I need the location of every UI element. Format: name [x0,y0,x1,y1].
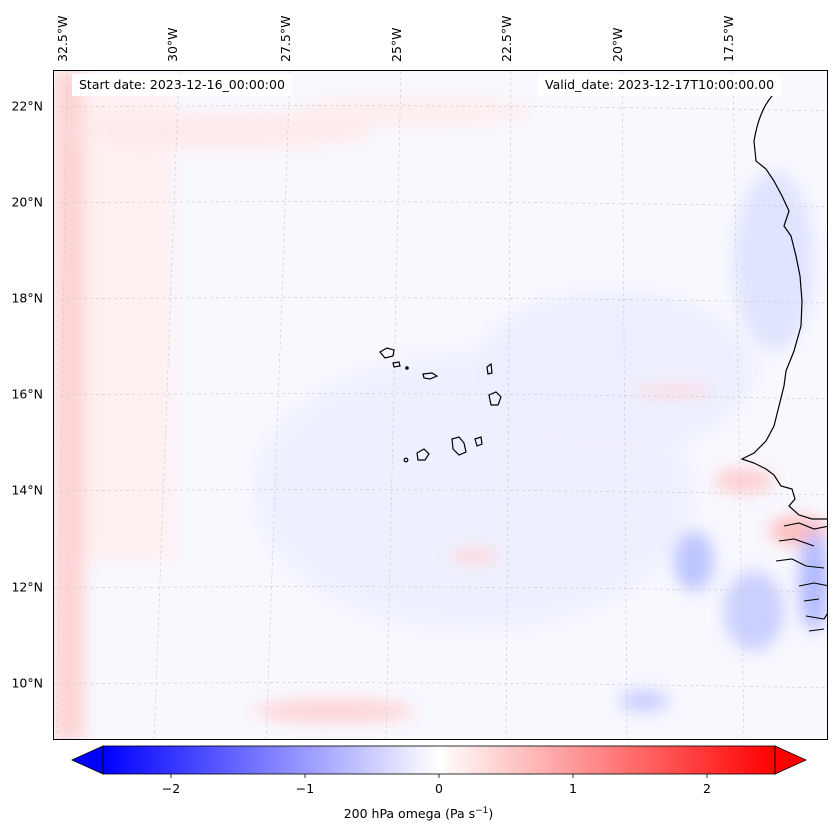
colorbar-max-extend [774,745,807,775]
coastline [740,95,827,520]
lon-label: 20°W [610,27,625,62]
omega-field [54,71,827,739]
colorbar-title: 200 hPa omega (Pa s−1) [0,806,837,821]
colorbar-title-text: 200 hPa omega (Pa s [343,806,476,822]
colorbar-tick-label: 1 [569,781,577,796]
gridlines [54,71,827,739]
colorbar [71,745,807,778]
colorbar-ticks [170,774,708,778]
valid-date-label: Valid_date: 2023-12-17T10:00:00.00 [538,74,782,96]
lon-label: 17.5°W [721,15,736,62]
lat-label: 22°N [11,98,43,114]
map-panel [53,70,828,740]
lon-label: 22.5°W [499,15,514,62]
coastline-south [775,522,827,632]
start-date-label: Start date: 2023-12-16_00:00:00 [72,74,292,96]
lon-label: 25°W [389,27,404,62]
cape-verde-islands [379,347,502,463]
lon-label: 27.5°W [278,15,293,62]
colorbar-title-end: ) [488,806,494,822]
lat-label: 16°N [11,386,43,402]
lat-label: 20°N [11,194,43,210]
lon-label: 32.5°W [55,15,70,62]
colorbar-tick-label: 0 [435,781,443,796]
colorbar-title-exponent: −1 [475,806,489,816]
lon-label: 30°W [165,27,180,62]
lat-label: 18°N [11,290,43,306]
colorbar-tick-label: 2 [703,781,711,796]
colorbar-tick-label: −1 [295,781,315,796]
colorbar-min-extend [71,745,104,775]
lat-label: 12°N [11,579,43,595]
lat-label: 14°N [11,482,43,498]
colorbar-gradient [102,745,776,775]
colorbar-tick-label: −2 [161,781,181,796]
lat-label: 10°N [11,675,43,691]
